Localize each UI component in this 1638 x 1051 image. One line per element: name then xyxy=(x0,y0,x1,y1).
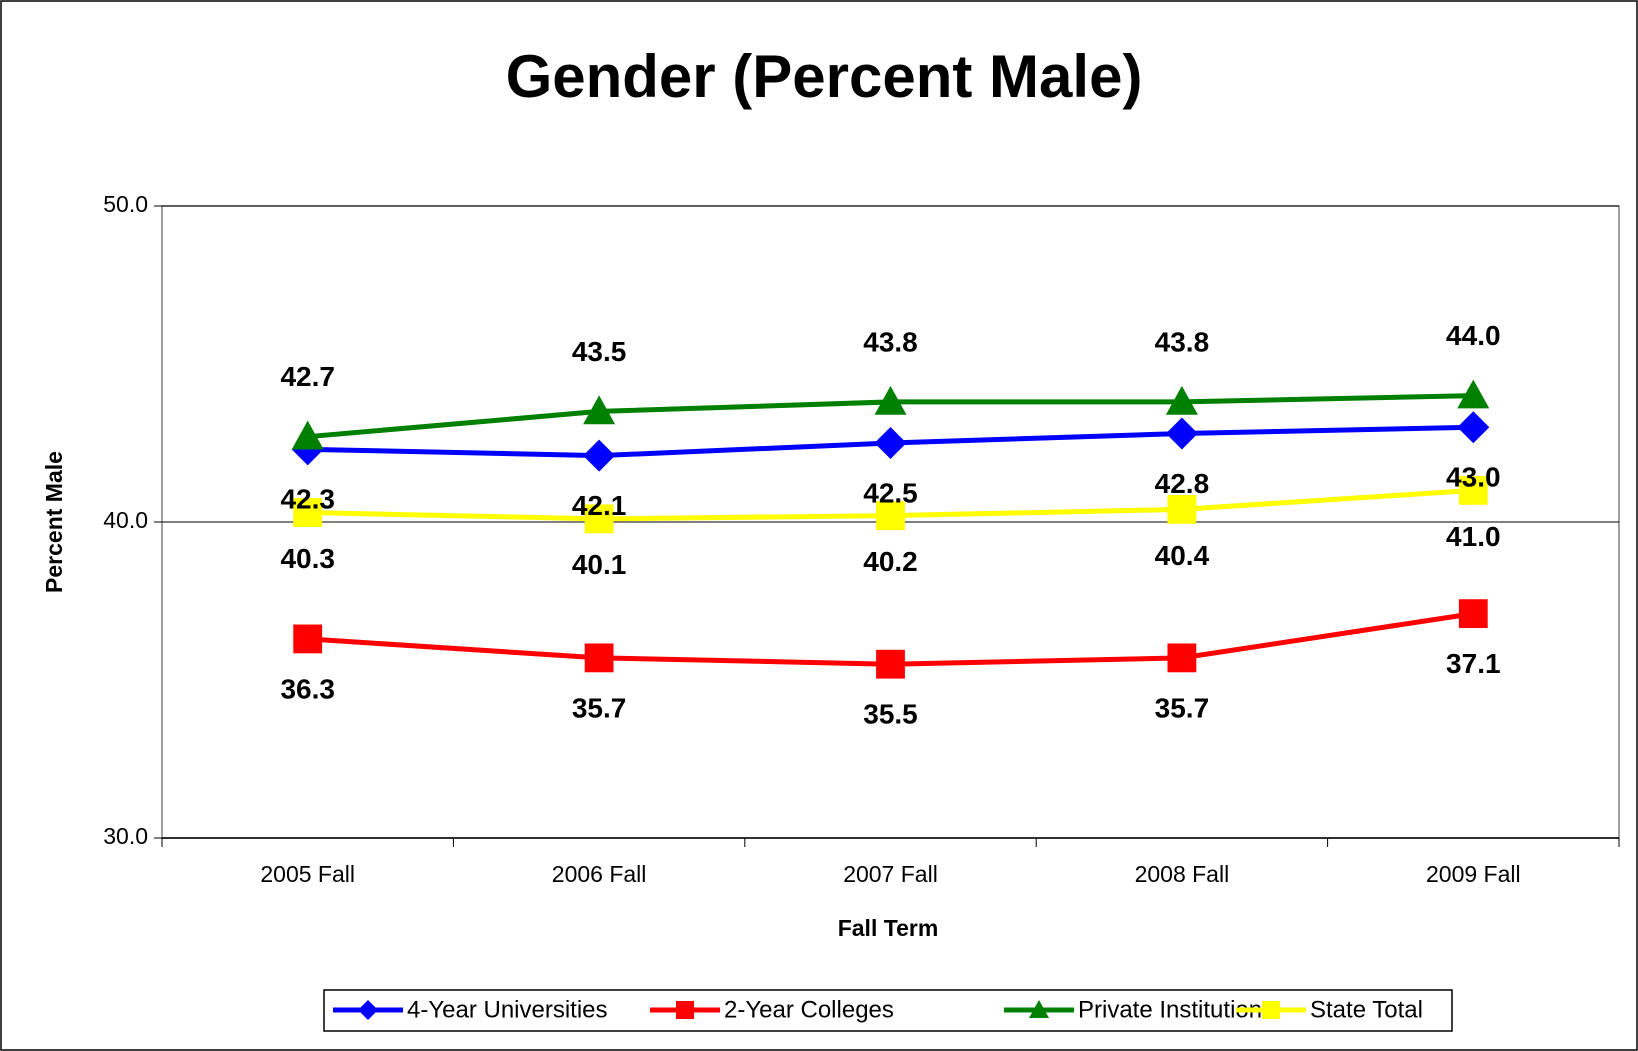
data-label: 42.5 xyxy=(863,477,918,508)
y-axis-label: Percent Male xyxy=(41,451,67,593)
data-label: 36.3 xyxy=(280,673,335,704)
legend-swatch-marker xyxy=(358,1000,378,1020)
legend-swatch-marker xyxy=(1262,1001,1280,1019)
data-label: 40.1 xyxy=(572,549,627,580)
data-point xyxy=(293,498,323,527)
legend-label: 4-Year Universities xyxy=(407,996,608,1023)
data-label: 42.3 xyxy=(280,484,335,515)
data-point xyxy=(1165,417,1198,450)
data-label: 43.8 xyxy=(1155,326,1210,357)
data-label: 42.1 xyxy=(572,490,627,521)
data-label: 35.7 xyxy=(1155,692,1210,723)
legend-swatch-marker xyxy=(676,1001,694,1019)
data-point xyxy=(876,649,905,679)
data-point xyxy=(1457,379,1490,409)
data-label: 35.5 xyxy=(863,699,918,730)
x-tick-label: 2005 Fall xyxy=(260,861,355,887)
data-label: 40.2 xyxy=(863,546,918,577)
x-tick-label: 2006 Fall xyxy=(552,861,647,887)
data-point xyxy=(291,420,324,450)
x-tick-label: 2007 Fall xyxy=(843,861,938,887)
y-tick-label: 40.0 xyxy=(103,507,148,533)
data-point xyxy=(583,439,616,472)
legend-label: 2-Year Colleges xyxy=(724,996,894,1023)
legend-swatch-marker xyxy=(1029,1000,1049,1018)
y-tick-label: 50.0 xyxy=(103,191,148,217)
data-label: 43.8 xyxy=(863,326,918,357)
data-point xyxy=(876,501,905,531)
data-point xyxy=(1167,643,1197,673)
data-label: 35.7 xyxy=(572,692,627,723)
data-point xyxy=(1457,411,1490,444)
data-point xyxy=(874,427,907,459)
data-point xyxy=(293,624,323,654)
data-point xyxy=(584,643,614,673)
data-point xyxy=(1458,476,1488,505)
data-point xyxy=(1167,494,1197,524)
chart-title: Gender (Percent Male) xyxy=(506,43,1143,110)
y-tick-label: 30.0 xyxy=(103,823,148,849)
data-label: 41.0 xyxy=(1446,521,1501,552)
data-label: 43.5 xyxy=(572,336,627,367)
data-label: 37.1 xyxy=(1446,648,1501,679)
data-point xyxy=(583,395,616,425)
x-tick-label: 2008 Fall xyxy=(1135,861,1230,887)
x-axis-label: Fall Term xyxy=(838,915,939,941)
data-label: 44.0 xyxy=(1446,320,1501,351)
data-point xyxy=(584,504,614,534)
data-label: 40.4 xyxy=(1155,540,1210,571)
data-point xyxy=(874,385,907,415)
legend-label: State Total xyxy=(1310,996,1423,1023)
data-label: 42.7 xyxy=(280,361,335,392)
data-label: 40.3 xyxy=(280,543,335,574)
data-label: 42.8 xyxy=(1155,468,1210,499)
data-label: 43.0 xyxy=(1446,462,1501,493)
x-tick-label: 2009 Fall xyxy=(1426,861,1521,887)
data-point xyxy=(1458,599,1488,629)
data-point xyxy=(1165,385,1198,415)
